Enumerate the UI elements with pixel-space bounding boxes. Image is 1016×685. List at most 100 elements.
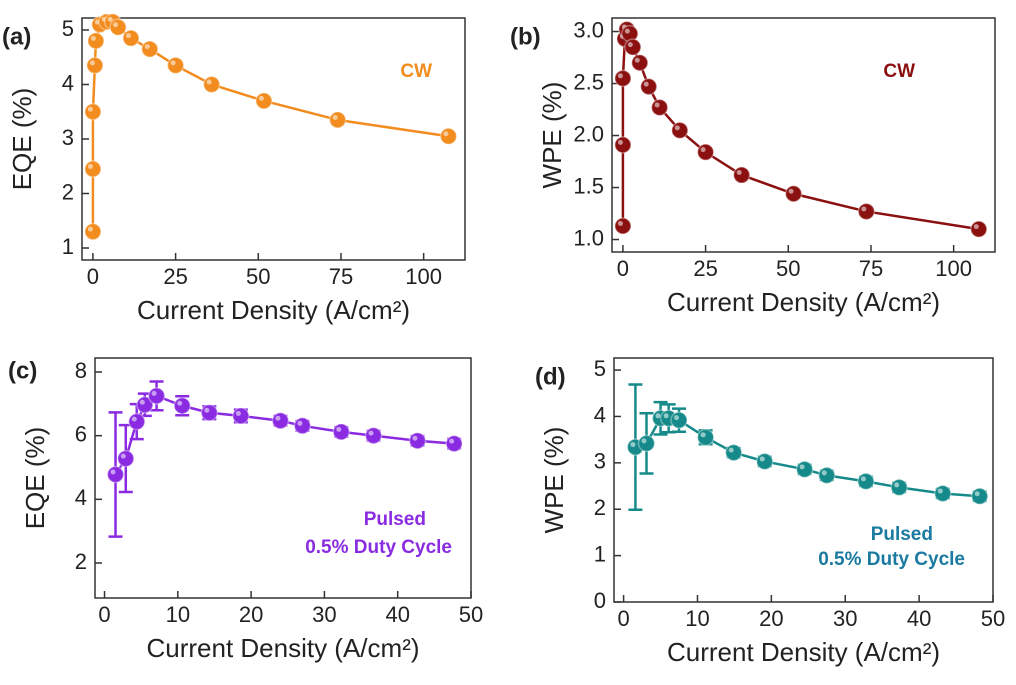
y-tick-label: 4: [594, 402, 606, 427]
marker-highlight: [654, 102, 660, 108]
marker-highlight: [368, 430, 374, 436]
marker: [970, 220, 988, 238]
marker: [445, 434, 463, 453]
marker: [795, 460, 814, 479]
marker: [328, 111, 347, 129]
marker: [614, 136, 632, 154]
marker-highlight: [139, 399, 145, 405]
marker: [624, 38, 642, 56]
plot-frame: [94, 357, 472, 599]
marker: [106, 465, 125, 484]
marker-highlight: [759, 456, 765, 462]
marker: [670, 411, 688, 429]
marker: [86, 56, 104, 75]
x-tick-label: 50: [776, 256, 800, 281]
marker-highlight: [113, 22, 119, 28]
panel-label: (d): [535, 363, 566, 390]
x-tick-label: 40: [385, 602, 409, 627]
y-axis-label: WPE (%): [539, 427, 569, 534]
x-tick-label: 25: [693, 256, 717, 281]
x-tick-label: 10: [166, 602, 190, 627]
marker: [732, 166, 751, 184]
x-tick-label: 50: [981, 606, 1005, 631]
y-tick-label: 3.0: [573, 17, 604, 42]
marker-highlight: [412, 435, 418, 441]
marker: [117, 449, 135, 468]
x-tick-label: 30: [312, 602, 336, 627]
marker-highlight: [110, 469, 116, 475]
y-tick-label: 1: [62, 234, 74, 259]
x-tick-label: 0: [98, 602, 110, 627]
y-tick-label: 1.0: [573, 225, 604, 250]
marker-highlight: [974, 491, 980, 497]
annotation: Pulsed: [364, 509, 426, 530]
y-tick-label: 4: [75, 485, 87, 510]
marker-highlight: [641, 438, 647, 444]
marker: [255, 92, 273, 110]
marker-highlight: [861, 206, 867, 212]
y-tick-label: 3: [62, 125, 74, 150]
annotation: Pulsed: [871, 524, 933, 545]
y-tick-label: 5: [62, 16, 74, 41]
marker: [84, 222, 102, 241]
marker-highlight: [204, 407, 210, 413]
x-tick-label: 0: [87, 264, 99, 289]
y-tick-label: 2: [62, 179, 74, 204]
marker-highlight: [89, 60, 95, 66]
marker: [934, 484, 952, 503]
y-tick-label: 8: [75, 358, 87, 383]
x-tick-label: 25: [163, 264, 187, 289]
marker-highlight: [617, 139, 623, 145]
marker-highlight: [634, 57, 640, 63]
marker: [890, 478, 908, 497]
marker-highlight: [87, 106, 93, 112]
y-tick-label: 6: [75, 421, 87, 446]
marker-highlight: [120, 453, 126, 459]
marker-highlight: [235, 410, 241, 416]
x-tick-label: 10: [685, 606, 709, 631]
marker-highlight: [655, 413, 661, 419]
marker-highlight: [627, 42, 633, 48]
panel-label: (b): [510, 23, 541, 50]
marker-highlight: [332, 114, 338, 120]
marker: [84, 160, 102, 178]
data-line: [621, 26, 979, 231]
marker: [631, 53, 649, 72]
marker-highlight: [449, 438, 455, 444]
x-tick-label: 50: [459, 602, 483, 627]
x-tick-label: 100: [405, 264, 442, 289]
marker-highlight: [258, 95, 264, 101]
marker-highlight: [170, 60, 176, 66]
annotation: CW: [400, 61, 432, 82]
marker-highlight: [131, 416, 137, 422]
x-axis-label: Current Density (A/cm²): [667, 287, 940, 317]
marker-highlight: [624, 28, 630, 34]
marker-highlight: [87, 226, 93, 232]
marker-highlight: [728, 447, 734, 453]
marker: [857, 202, 876, 221]
y-tick-label: 1.5: [573, 173, 604, 198]
marker: [637, 434, 656, 453]
x-tick-label: 75: [859, 256, 883, 281]
marker-highlight: [894, 482, 900, 488]
marker: [364, 426, 383, 445]
marker: [232, 407, 250, 425]
marker-highlight: [674, 125, 680, 131]
marker: [173, 396, 191, 415]
annotation: 0.5% Duty Cycle: [305, 537, 452, 558]
marker-highlight: [630, 442, 636, 448]
marker: [650, 98, 669, 117]
marker: [818, 466, 836, 485]
x-axis-label: Current Density (A/cm²): [667, 637, 940, 667]
marker: [271, 411, 290, 430]
marker-highlight: [90, 35, 96, 41]
marker: [109, 18, 127, 37]
y-tick-label: 2: [594, 495, 606, 520]
marker: [408, 432, 427, 450]
marker-highlight: [973, 224, 979, 230]
marker: [696, 428, 715, 447]
y-axis-label: WPE (%): [537, 82, 567, 189]
panel-label: (c): [8, 357, 37, 384]
marker: [970, 487, 989, 505]
